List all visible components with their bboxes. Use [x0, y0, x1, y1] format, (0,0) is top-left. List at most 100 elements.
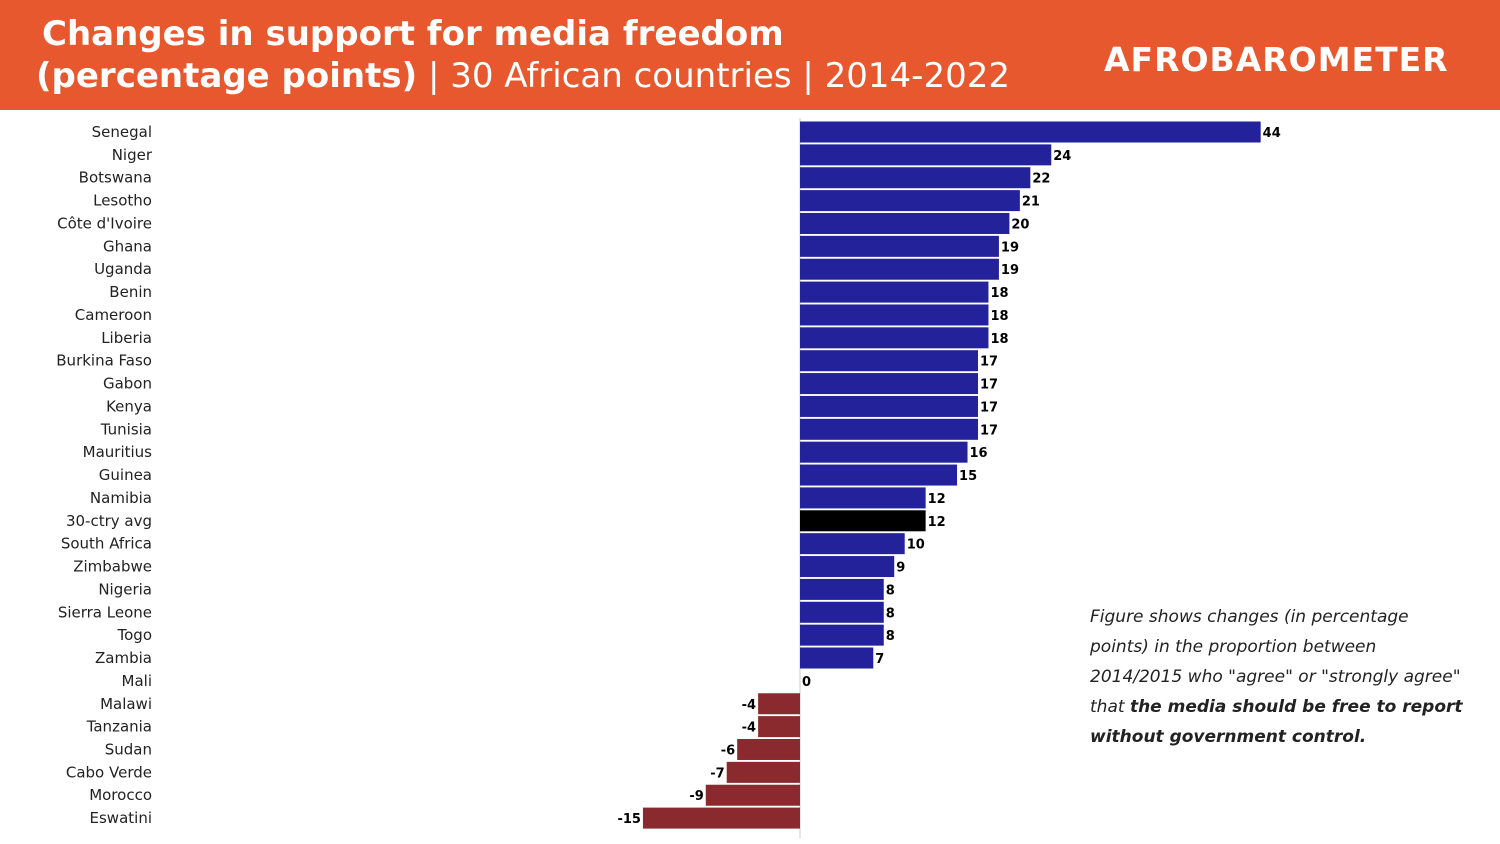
value-label: -9 [689, 789, 703, 804]
category-label: 30-ctry avg [66, 512, 152, 530]
value-label: 18 [990, 332, 1008, 347]
data-bar [758, 716, 800, 738]
value-label: 22 [1032, 172, 1050, 187]
category-label: Uganda [94, 260, 152, 278]
category-label: Zambia [95, 649, 152, 667]
data-bar [800, 556, 895, 578]
value-label: 10 [907, 538, 925, 553]
category-label: Tanzania [86, 718, 152, 736]
data-bar [758, 693, 800, 715]
value-label: 18 [990, 286, 1008, 301]
value-label: -4 [742, 698, 756, 713]
category-label: Zimbabwe [73, 558, 152, 576]
data-bar [726, 761, 800, 783]
data-bar [800, 327, 989, 349]
category-label: Senegal [92, 123, 152, 141]
value-label: 19 [1001, 240, 1019, 255]
value-label: 8 [886, 629, 895, 644]
value-label: 0 [802, 675, 811, 690]
data-bar [800, 258, 999, 280]
category-label: Togo [117, 626, 153, 644]
data-bar [800, 121, 1261, 143]
value-label: 19 [1001, 263, 1019, 278]
category-label: Benin [109, 283, 152, 301]
value-label: 12 [928, 492, 946, 507]
data-bar [800, 601, 884, 623]
value-label: -7 [710, 766, 724, 781]
value-label: -6 [721, 743, 735, 758]
data-bar [800, 144, 1052, 166]
value-label: 16 [970, 446, 988, 461]
afrobarometer-logo: AFROBAROMETER [1104, 40, 1449, 79]
value-label: 20 [1011, 217, 1029, 232]
data-bar [800, 281, 989, 303]
category-label: Mauritius [83, 443, 153, 461]
data-bar [800, 418, 978, 440]
category-label: Guinea [99, 466, 152, 484]
category-label: South Africa [61, 535, 152, 553]
data-bar [800, 190, 1020, 212]
value-label: 17 [980, 423, 998, 438]
category-label: Niger [112, 146, 153, 164]
category-label: Burkina Faso [56, 352, 152, 370]
value-label: 12 [928, 515, 946, 530]
data-bar [800, 578, 884, 600]
value-label: -15 [617, 812, 641, 827]
category-label: Cameroon [75, 306, 152, 324]
data-bar [800, 395, 978, 417]
value-label: 9 [896, 561, 905, 576]
chart-subtitle: (percentage points) | 30 African countri… [36, 56, 1010, 96]
data-bar [800, 167, 1031, 189]
data-bar [800, 373, 978, 395]
value-label: -4 [742, 721, 756, 736]
value-label: 7 [875, 652, 884, 667]
category-label: Kenya [106, 397, 152, 415]
data-bar [800, 350, 978, 372]
data-bar [800, 533, 905, 555]
value-label: 44 [1263, 126, 1281, 141]
category-label: Sierra Leone [58, 603, 152, 621]
header-banner: Changes in support for media freedom (pe… [0, 0, 1500, 110]
subtitle-units: (percentage points) [36, 56, 418, 96]
data-bar [800, 464, 958, 486]
category-label: Eswatini [90, 809, 152, 827]
data-bar [800, 212, 1010, 234]
value-label: 21 [1022, 195, 1040, 210]
category-label: Liberia [101, 329, 152, 347]
data-bar [800, 441, 968, 463]
value-label: 17 [980, 355, 998, 370]
category-label: Cabo Verde [66, 763, 152, 781]
subtitle-scope: | 30 African countries | 2014-2022 [417, 56, 1010, 96]
category-label: Ghana [103, 237, 152, 255]
category-label: Tunisia [100, 420, 152, 438]
figure-note: Figure shows changes (in percentage poin… [1090, 602, 1470, 752]
category-label: Mali [122, 672, 152, 690]
data-bar [737, 738, 800, 760]
note-text: Figure shows changes (in percentage poin… [1090, 607, 1461, 717]
data-bar [800, 304, 989, 326]
category-label: Gabon [103, 375, 152, 393]
category-label: Sudan [105, 740, 152, 758]
data-bar [705, 784, 800, 806]
category-label: Côte d'Ivoire [57, 214, 152, 232]
category-label: Namibia [90, 489, 152, 507]
data-bar [800, 624, 884, 646]
category-label: Lesotho [93, 192, 152, 210]
bar-chart: Senegal 44 Niger 24 Botswana 22 Lesotho 21 Côte … [56, 118, 1281, 838]
value-label: 17 [980, 378, 998, 393]
value-label: 18 [990, 309, 1008, 324]
data-bar [800, 235, 999, 257]
category-label: Morocco [89, 786, 152, 804]
value-label: 17 [980, 400, 998, 415]
average-bar [800, 510, 926, 532]
note-emphasis: the media should be free to report witho… [1090, 697, 1463, 747]
data-bar [800, 487, 926, 509]
category-label: Malawi [100, 695, 152, 713]
value-label: 15 [959, 469, 977, 484]
data-bar [800, 647, 874, 669]
value-label: 8 [886, 606, 895, 621]
category-label: Botswana [79, 169, 152, 187]
value-label: 8 [886, 583, 895, 598]
data-bar [642, 807, 800, 829]
value-label: 24 [1053, 149, 1071, 164]
